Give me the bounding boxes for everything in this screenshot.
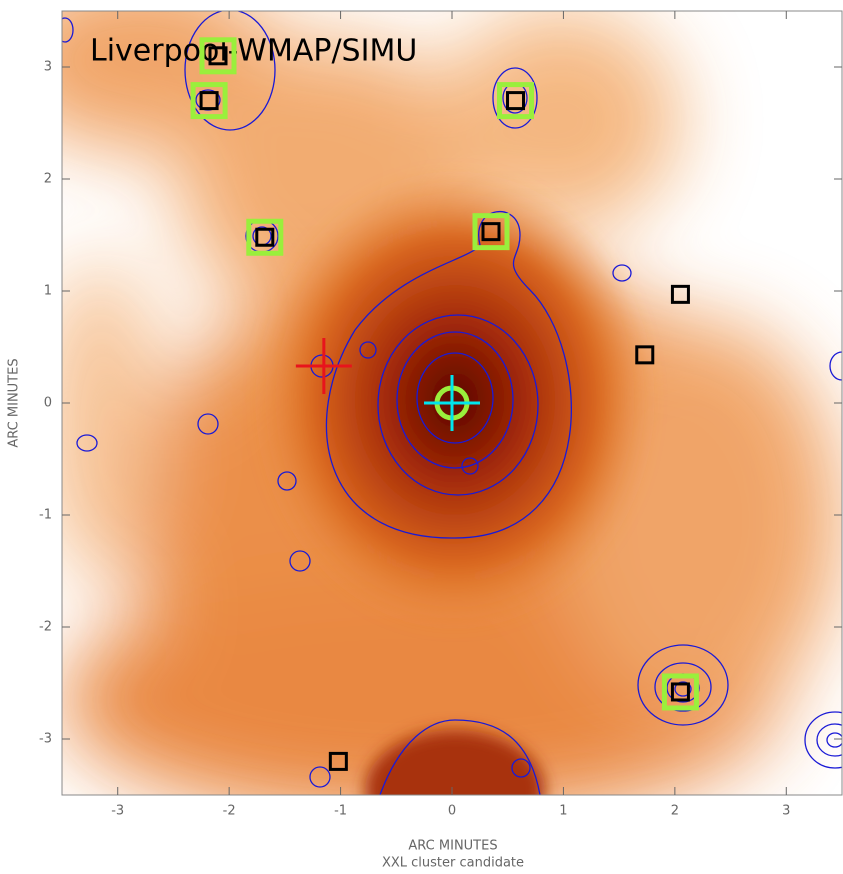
y-tick-label: -1: [39, 508, 52, 523]
subtitle: XXL cluster candidate: [382, 856, 524, 871]
y-tick-label: -3: [39, 732, 52, 747]
x-tick-label: 0: [448, 804, 456, 819]
y-tick-label: 0: [44, 396, 52, 411]
x-tick-label: 3: [782, 804, 790, 819]
chart: Liverpool-WMAP/SIMU ARC MINUTES XXL clus…: [0, 0, 843, 874]
x-tick-label: 1: [559, 804, 567, 819]
image: Liverpool-WMAP/SIMU: [0, 0, 843, 850]
y-tick-label: 1: [44, 284, 52, 299]
chart-title: Liverpool-WMAP/SIMU: [90, 34, 417, 69]
x-tick-label: -3: [111, 804, 124, 819]
x-tick-label: -1: [334, 804, 347, 819]
y-tick-label: 2: [44, 172, 52, 187]
y-axis-label: ARC MINUTES: [7, 358, 22, 447]
x-axis-label: ARC MINUTES: [408, 839, 497, 854]
x-tick-label: -2: [223, 804, 236, 819]
y-tick-label: -2: [39, 620, 52, 635]
x-tick-label: 2: [671, 804, 679, 819]
y-tick-label: 3: [44, 60, 52, 75]
